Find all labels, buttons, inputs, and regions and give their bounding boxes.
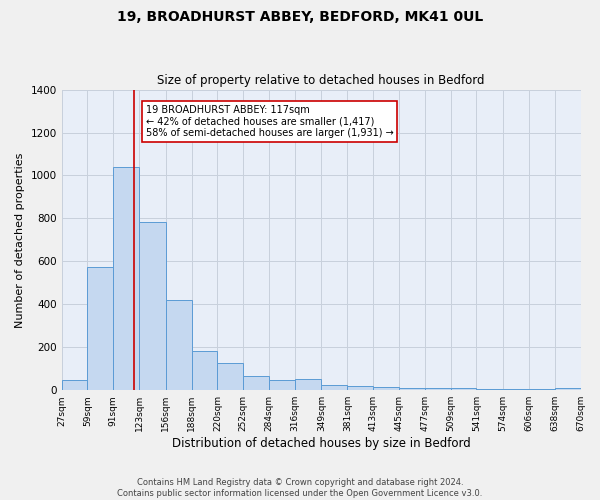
Text: 19 BROADHURST ABBEY: 117sqm
← 42% of detached houses are smaller (1,417)
58% of : 19 BROADHURST ABBEY: 117sqm ← 42% of det… [146,104,394,138]
Bar [269,380,295,390]
Bar [166,300,191,390]
Bar [503,389,529,390]
Bar [113,167,139,390]
Bar [451,388,476,390]
Bar [554,388,581,390]
Bar [322,385,347,390]
Bar [139,222,166,390]
Bar [217,364,243,390]
X-axis label: Distribution of detached houses by size in Bedford: Distribution of detached houses by size … [172,437,470,450]
Text: 19, BROADHURST ABBEY, BEDFORD, MK41 0UL: 19, BROADHURST ABBEY, BEDFORD, MK41 0UL [117,10,483,24]
Text: Contains HM Land Registry data © Crown copyright and database right 2024.
Contai: Contains HM Land Registry data © Crown c… [118,478,482,498]
Bar [476,389,503,390]
Bar [347,386,373,390]
Bar [62,380,88,390]
Y-axis label: Number of detached properties: Number of detached properties [15,152,25,328]
Title: Size of property relative to detached houses in Bedford: Size of property relative to detached ho… [157,74,485,87]
Bar [373,387,399,390]
Bar [425,388,451,390]
Bar [295,380,322,390]
Bar [243,376,269,390]
Bar [191,351,217,390]
Bar [529,389,554,390]
Bar [399,388,425,390]
Bar [88,268,113,390]
